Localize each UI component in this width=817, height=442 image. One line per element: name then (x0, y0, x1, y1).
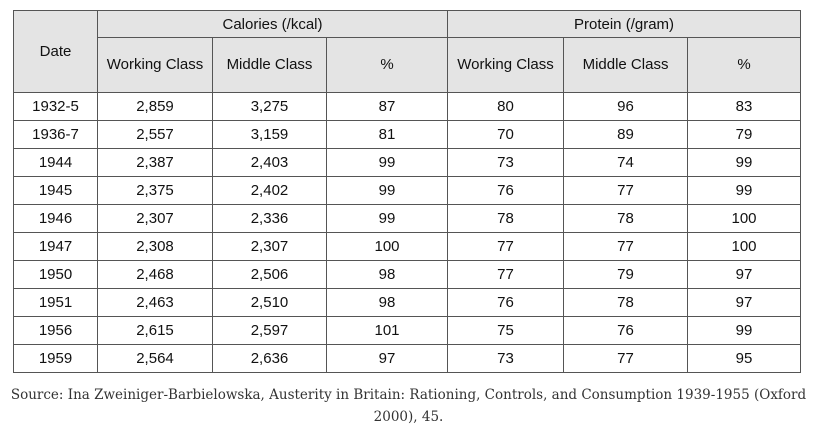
table-cell: 100 (325, 232, 449, 261)
table-cell: 76 (447, 176, 565, 205)
table-row: 1951 2,463 2,510 98 76 78 97 (13, 288, 802, 317)
table-cell: 1936-7 (13, 120, 98, 149)
table-row: 1956 2,615 2,597 101 75 76 99 (13, 316, 802, 345)
table-cell: 83 (687, 92, 802, 121)
table-cell: 2,506 (212, 260, 327, 289)
table-cell: 81 (325, 120, 449, 149)
table-cell: 79 (563, 260, 689, 289)
table-cell: 1932-5 (13, 92, 98, 121)
table-cell: 73 (447, 344, 565, 373)
table-cell: 89 (563, 120, 689, 149)
table-cell: 98 (325, 288, 449, 317)
table-row: 1945 2,375 2,402 99 76 77 99 (13, 176, 802, 205)
table-cell: 70 (447, 120, 565, 149)
table-cell: 99 (325, 204, 449, 233)
table-cell: 2,463 (97, 288, 213, 317)
table-cell: 77 (447, 260, 565, 289)
source-note: Source: Ina Zweiniger-Barbielowska, Aust… (10, 387, 807, 425)
table-row: 1959 2,564 2,636 97 73 77 95 (13, 344, 802, 373)
table-cell: 76 (447, 288, 565, 317)
table-cell: 87 (325, 92, 449, 121)
table-row: 1947 2,308 2,307 100 77 77 100 (13, 232, 802, 261)
table-row: 1936-7 2,557 3,159 81 70 89 79 (13, 120, 802, 149)
table-cell: 79 (687, 120, 802, 149)
table-cell: 99 (687, 148, 802, 177)
table-cell: 2,375 (97, 176, 213, 205)
table-cell: 96 (563, 92, 689, 121)
table-cell: 77 (563, 232, 689, 261)
table-cell: 2,597 (212, 316, 327, 345)
table-cell: 98 (325, 260, 449, 289)
table-cell: 1959 (13, 344, 98, 373)
column-header: Middle Class (563, 37, 689, 93)
column-header: Working Class (447, 37, 565, 93)
table-cell: 97 (687, 288, 802, 317)
table-cell: 78 (563, 204, 689, 233)
table-cell: 2,615 (97, 316, 213, 345)
table-cell: 97 (325, 344, 449, 373)
table-cell: 78 (447, 204, 565, 233)
table-cell: 95 (687, 344, 802, 373)
table-cell: 2,336 (212, 204, 327, 233)
table-cell: 101 (325, 316, 449, 345)
table-cell: 1946 (13, 204, 98, 233)
table-cell: 77 (563, 176, 689, 205)
table-cell: 100 (687, 204, 802, 233)
table-cell: 2,387 (97, 148, 213, 177)
table-cell: 1947 (13, 232, 98, 261)
data-table: Date Calories (/kcal) Protein (/gram) Wo… (13, 10, 802, 373)
header-cell: Date (13, 10, 98, 93)
table-cell: 3,275 (212, 92, 327, 121)
table-cell: 2,636 (212, 344, 327, 373)
column-header: Middle Class (212, 37, 327, 93)
table-cell: 2,468 (97, 260, 213, 289)
table-cell: 1944 (13, 148, 98, 177)
table-cell: 99 (325, 148, 449, 177)
table-cell: 97 (687, 260, 802, 289)
table-cell: 1945 (13, 176, 98, 205)
table-cell: 2,510 (212, 288, 327, 317)
table-cell: 3,159 (212, 120, 327, 149)
table-cell: 1956 (13, 316, 98, 345)
table-cell: 76 (563, 316, 689, 345)
table-cell: 99 (687, 176, 802, 205)
table-cell: 1950 (13, 260, 98, 289)
table-cell: 78 (563, 288, 689, 317)
table-cell: 77 (447, 232, 565, 261)
table-cell: 99 (325, 176, 449, 205)
table-cell: 2,308 (97, 232, 213, 261)
table-cell: 73 (447, 148, 565, 177)
table-cell: 74 (563, 148, 689, 177)
table-cell: 2,859 (97, 92, 213, 121)
table-cell: 77 (563, 344, 689, 373)
subheader-row: Working Class Middle Class% Working Class M… (14, 37, 802, 93)
table-cell: 2,564 (97, 344, 213, 373)
table-body: 1932-5 2,859 3,275 87 80 96 83 1936-7 2,557 3,159… (13, 92, 802, 373)
column-header: Working Class (97, 37, 213, 93)
column-header: % (687, 37, 802, 93)
table-row: 1932-5 2,859 3,275 87 80 96 83 (13, 92, 802, 121)
table-cell: 99 (687, 316, 802, 345)
table-cell: 2,557 (97, 120, 213, 149)
table-row: 1946 2,307 2,336 99 78 78 100 (13, 204, 802, 233)
table-cell: 1951 (13, 288, 98, 317)
table-row: 1950 2,468 2,506 98 77 79 97 (13, 260, 802, 289)
table-cell: 100 (687, 232, 802, 261)
table-cell: 2,402 (212, 176, 327, 205)
table-cell: 80 (447, 92, 565, 121)
group-header: Protein (/gram) (447, 10, 802, 38)
column-header: % (325, 37, 449, 93)
group-header: Calories (/kcal) (96, 10, 449, 38)
table-row: 1944 2,387 2,403 99 73 74 99 (13, 148, 802, 177)
table-cell: 2,307 (97, 204, 213, 233)
table-cell: 75 (447, 316, 565, 345)
table-cell: 2,403 (212, 148, 327, 177)
table-cell: 2,307 (212, 232, 327, 261)
